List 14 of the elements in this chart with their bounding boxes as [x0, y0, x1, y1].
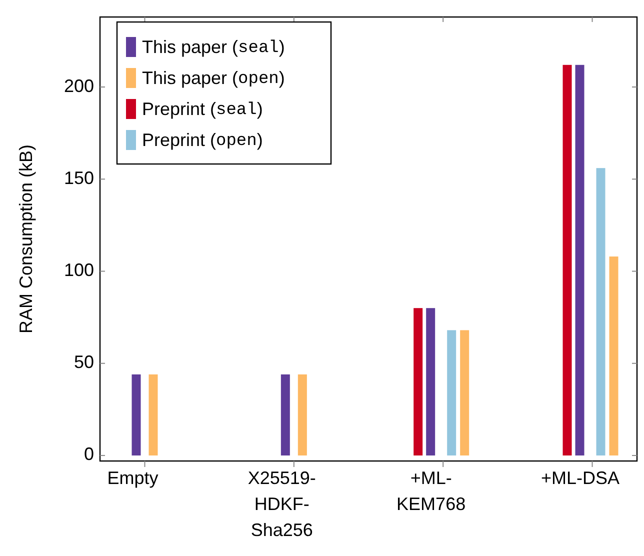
legend-label: Preprint (open)	[142, 130, 263, 152]
y-tick-label: 150	[64, 168, 94, 188]
x-tick-label: +ML-DSA	[540, 468, 620, 488]
legend-label: This paper (seal)	[142, 36, 285, 58]
y-tick-label: 50	[74, 352, 94, 372]
x-tick-label: +ML-KEM768	[396, 468, 466, 514]
y-tick-label: 0	[84, 444, 94, 464]
x-tick-label: X25519-HDKF-Sha256	[248, 468, 316, 540]
y-axis-title: RAM Consumption (kB)	[16, 144, 36, 334]
y-tick-label: 100	[64, 260, 94, 280]
y-tick-label: 200	[64, 76, 94, 96]
legend-label: This paper (open)	[142, 68, 285, 90]
legend-label: Preprint (seal)	[142, 98, 263, 120]
x-tick-label: Empty	[107, 468, 158, 488]
